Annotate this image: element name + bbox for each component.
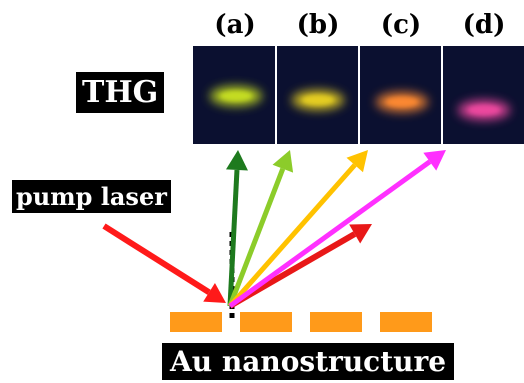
thg-emission-arrow-d — [228, 150, 446, 309]
thg-emission-arrow-c — [228, 150, 368, 308]
nanostructure-bar — [380, 312, 432, 332]
thg-spot — [292, 90, 344, 110]
thg-label: THG — [76, 72, 165, 113]
thg-spot — [210, 86, 262, 106]
panel-label-c: (c) — [380, 10, 422, 40]
panel-label-a: (a) — [214, 10, 256, 40]
pump-laser-label: pump laser — [12, 180, 171, 213]
au-nanostructure-label: Au nanostructure — [162, 343, 455, 380]
nanostructure-bar — [310, 312, 362, 332]
panel-label-b: (b) — [296, 10, 340, 40]
thg-spot — [458, 100, 510, 120]
nanostructure-bar — [170, 312, 222, 332]
pump-laser-arrow — [102, 223, 226, 303]
thg-spot — [376, 92, 428, 112]
thg-emission-arrow-b — [227, 150, 294, 307]
thg-emission-arrow-a — [225, 150, 248, 307]
nanostructure-bar — [240, 312, 292, 332]
panel-label-d: (d) — [462, 10, 506, 40]
